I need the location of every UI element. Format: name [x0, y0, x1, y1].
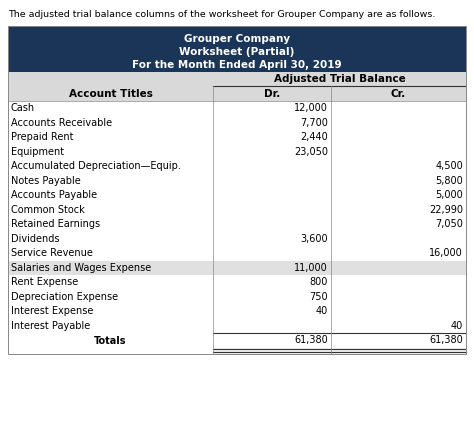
Bar — [8, 144, 466, 159]
Text: Accounts Payable: Accounts Payable — [11, 190, 97, 200]
Bar — [8, 26, 466, 72]
Text: Interest Payable: Interest Payable — [11, 321, 90, 331]
Text: 11,000: 11,000 — [294, 263, 328, 273]
Text: Equipment: Equipment — [11, 147, 64, 157]
Bar — [8, 246, 466, 261]
Bar — [8, 130, 466, 144]
Bar — [8, 174, 466, 188]
Bar — [8, 188, 466, 202]
Text: Grouper Company: Grouper Company — [184, 34, 290, 44]
Text: Retained Earnings: Retained Earnings — [11, 219, 100, 229]
Text: Service Revenue: Service Revenue — [11, 248, 93, 258]
Bar — [8, 72, 466, 86]
Text: Totals: Totals — [94, 336, 127, 345]
Bar — [8, 289, 466, 304]
Text: 7,700: 7,700 — [300, 118, 328, 128]
Text: Account Titles: Account Titles — [69, 88, 153, 99]
Bar — [8, 202, 466, 217]
Text: Worksheet (Partial): Worksheet (Partial) — [179, 47, 295, 57]
Bar — [8, 101, 466, 115]
Text: 16,000: 16,000 — [429, 248, 463, 258]
Text: 61,380: 61,380 — [429, 336, 463, 345]
Text: Dr.: Dr. — [264, 88, 280, 99]
Text: 800: 800 — [310, 277, 328, 287]
Bar — [8, 304, 466, 318]
Text: Common Stock: Common Stock — [11, 205, 85, 215]
Bar — [8, 115, 466, 130]
Bar — [8, 275, 466, 289]
Text: 12,000: 12,000 — [294, 103, 328, 113]
Text: Rent Expense: Rent Expense — [11, 277, 78, 287]
Text: Accumulated Depreciation—Equip.: Accumulated Depreciation—Equip. — [11, 161, 181, 171]
Text: 40: 40 — [316, 306, 328, 316]
Text: Accounts Receivable: Accounts Receivable — [11, 118, 112, 128]
Text: 2,440: 2,440 — [300, 132, 328, 142]
Text: Prepaid Rent: Prepaid Rent — [11, 132, 73, 142]
Text: 61,380: 61,380 — [294, 336, 328, 345]
Text: Interest Expense: Interest Expense — [11, 306, 93, 316]
Bar — [8, 217, 466, 231]
Text: 23,050: 23,050 — [294, 147, 328, 157]
Bar — [8, 333, 466, 348]
Text: 5,800: 5,800 — [435, 176, 463, 186]
Text: 7,050: 7,050 — [435, 219, 463, 229]
Text: Cash: Cash — [11, 103, 35, 113]
Text: 40: 40 — [451, 321, 463, 331]
Text: 4,500: 4,500 — [435, 161, 463, 171]
Text: The adjusted trial balance columns of the worksheet for Grouper Company are as f: The adjusted trial balance columns of th… — [8, 10, 436, 19]
Bar — [8, 86, 466, 101]
Text: Notes Payable: Notes Payable — [11, 176, 81, 186]
Text: Salaries and Wages Expense: Salaries and Wages Expense — [11, 263, 151, 273]
Bar — [8, 261, 466, 275]
Text: Dividends: Dividends — [11, 234, 60, 244]
Text: 5,000: 5,000 — [435, 190, 463, 200]
Text: 750: 750 — [310, 292, 328, 302]
Bar — [8, 159, 466, 174]
Text: Depreciation Expense: Depreciation Expense — [11, 292, 118, 302]
Text: For the Month Ended April 30, 2019: For the Month Ended April 30, 2019 — [132, 60, 342, 70]
Bar — [8, 26, 466, 354]
Text: 22,990: 22,990 — [429, 205, 463, 215]
Text: Adjusted Trial Balance: Adjusted Trial Balance — [273, 74, 405, 84]
Text: Cr.: Cr. — [391, 88, 406, 99]
Bar — [8, 231, 466, 246]
Text: 3,600: 3,600 — [301, 234, 328, 244]
Bar — [8, 318, 466, 333]
